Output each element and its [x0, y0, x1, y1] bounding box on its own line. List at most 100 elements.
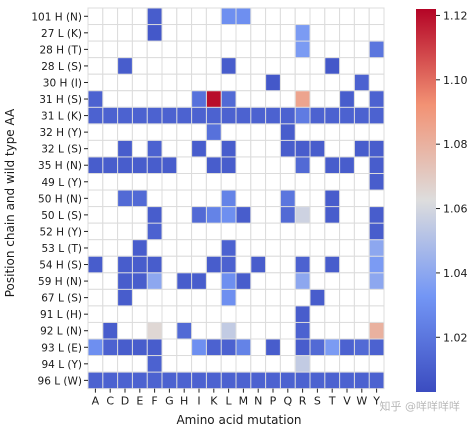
heatmap-cell: [369, 372, 384, 389]
empty-cell: [102, 239, 119, 257]
heatmap-cell: [310, 372, 325, 389]
empty-cell: [176, 24, 193, 42]
column-label: W: [356, 395, 367, 408]
row-label: 91 L (H): [40, 309, 82, 321]
empty-cell: [279, 156, 296, 174]
empty-cell: [235, 239, 252, 257]
row-label: 93 L (E): [41, 342, 82, 354]
empty-cell: [368, 24, 385, 42]
heatmap-cell: [295, 107, 310, 124]
empty-cell: [146, 305, 163, 323]
heatmap-cell: [88, 91, 103, 107]
empty-cell: [220, 173, 237, 191]
empty-cell: [353, 90, 370, 108]
heatmap-cell: [251, 256, 266, 273]
empty-cell: [205, 139, 222, 158]
heatmap-cell: [88, 157, 103, 173]
empty-cell: [102, 288, 119, 307]
heatmap-cell: [221, 190, 236, 207]
empty-cell: [250, 272, 267, 290]
heatmap-cell: [162, 157, 177, 173]
empty-cell: [324, 173, 341, 191]
empty-cell: [235, 123, 252, 141]
empty-cell: [339, 73, 355, 92]
empty-cell: [324, 90, 341, 108]
empty-cell: [279, 57, 296, 75]
empty-cell: [294, 222, 311, 241]
row-label: 94 L (Y): [42, 359, 83, 371]
empty-cell: [250, 321, 267, 340]
empty-cell: [161, 90, 178, 108]
empty-cell: [324, 321, 341, 340]
empty-cell: [146, 288, 163, 307]
empty-cell: [324, 272, 341, 290]
empty-cell: [324, 40, 341, 59]
empty-cell: [339, 288, 355, 307]
empty-cell: [309, 206, 326, 224]
empty-cell: [250, 73, 267, 92]
heatmap-cell: [118, 58, 132, 74]
empty-cell: [87, 139, 104, 158]
empty-cell: [191, 321, 207, 340]
empty-cell: [353, 57, 370, 75]
heatmap-cell: [88, 256, 103, 273]
heatmap-cell: [280, 207, 295, 223]
empty-cell: [102, 90, 119, 108]
empty-cell: [131, 305, 148, 323]
empty-cell: [161, 255, 178, 274]
empty-cell: [309, 90, 326, 108]
empty-cell: [265, 189, 281, 208]
heatmap-cell: [325, 256, 340, 273]
empty-cell: [309, 24, 326, 42]
heatmap-cell: [369, 240, 384, 256]
heatmap-cell: [236, 207, 251, 223]
empty-cell: [117, 321, 133, 340]
heatmap-cell: [118, 289, 132, 306]
empty-cell: [339, 139, 355, 158]
empty-cell: [161, 305, 178, 323]
column-label: F: [151, 395, 157, 408]
empty-cell: [353, 189, 370, 208]
empty-cell: [309, 305, 326, 323]
empty-cell: [191, 24, 207, 42]
heatmap-cell: [236, 372, 251, 389]
heatmap-cell: [280, 140, 295, 157]
empty-cell: [191, 7, 207, 26]
empty-cell: [339, 255, 355, 274]
column-label: C: [106, 395, 114, 408]
row-label: 28 L (S): [41, 61, 82, 73]
empty-cell: [294, 239, 311, 257]
row-label: 52 H (Y): [39, 226, 82, 238]
empty-cell: [176, 173, 193, 191]
heatmap-cell: [236, 339, 251, 356]
empty-cell: [309, 173, 326, 191]
empty-cell: [176, 222, 193, 241]
empty-cell: [250, 57, 267, 75]
empty-cell: [250, 139, 267, 158]
empty-cell: [87, 7, 104, 26]
column-label: E: [136, 395, 143, 408]
empty-cell: [161, 272, 178, 290]
empty-cell: [191, 355, 207, 373]
empty-cell: [191, 305, 207, 323]
heatmap-cell: [325, 339, 340, 356]
empty-cell: [161, 73, 178, 92]
empty-cell: [176, 255, 193, 274]
heatmap-cell: [192, 140, 206, 157]
empty-cell: [353, 239, 370, 257]
empty-cell: [205, 355, 222, 373]
heatmap-cell: [147, 8, 162, 25]
empty-cell: [250, 288, 267, 307]
heatmap-cell: [221, 322, 236, 339]
heatmap-cell: [177, 107, 192, 124]
heatmap-cell: [132, 339, 147, 356]
empty-cell: [176, 156, 193, 174]
heatmap-cell: [206, 157, 221, 173]
empty-cell: [309, 156, 326, 174]
empty-cell: [265, 239, 281, 257]
empty-cell: [191, 288, 207, 307]
empty-cell: [279, 40, 296, 59]
heatmap-cell: [221, 339, 236, 356]
empty-cell: [265, 123, 281, 141]
empty-cell: [294, 173, 311, 191]
